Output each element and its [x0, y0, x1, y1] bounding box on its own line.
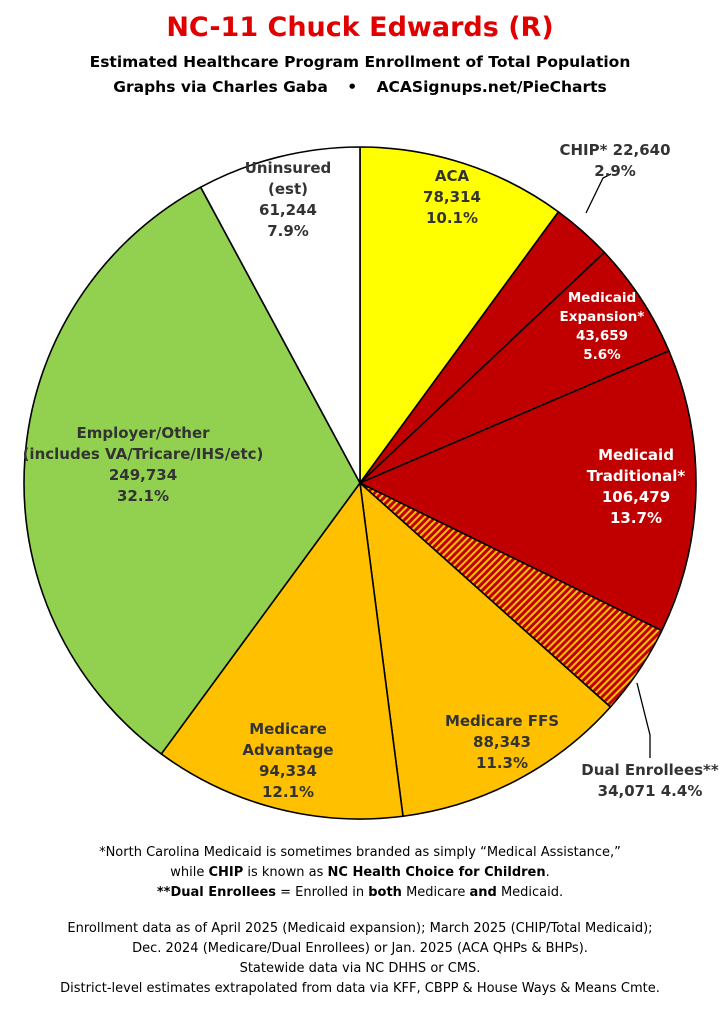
slice-employer-other-percent: 32.1%: [117, 487, 169, 505]
slice-uninsured-percent: 7.9%: [267, 222, 309, 240]
slice-medicaid-expansion-label-line-0: Medicaid: [568, 290, 636, 306]
source-line-3: District-level estimates extrapolated fr…: [60, 981, 660, 996]
footnotes: *North Carolina Medicaid is sometimes br…: [99, 845, 621, 900]
footnote-2-segment-3: Medicare: [402, 885, 470, 900]
slice-label-chip: CHIP* 22,640 2.9%: [559, 141, 670, 180]
pie-slice-aca: [359, 146, 560, 484]
credit-left: Graphs via Charles Gaba: [113, 78, 328, 96]
source-line-0: Enrollment data as of April 2025 (Medica…: [67, 921, 652, 936]
slice-medicare-advantage-value: 94,334: [259, 762, 317, 780]
slice-medicaid-expansion-label-line-1: Expansion*: [560, 309, 645, 325]
source-line-2: Statewide data via NC DHHS or CMS.: [240, 961, 481, 976]
slice-aca-percent: 10.1%: [426, 209, 478, 227]
leader-line-chip: [585, 173, 612, 214]
pie-slice-uninsured: [199, 146, 361, 484]
slice-medicaid-expansion-percent: 5.6%: [583, 347, 621, 363]
footnote-line-0: *North Carolina Medicaid is sometimes br…: [99, 845, 621, 860]
slice-label-medicaid-traditional: Medicaid Traditional* 106,479 13.7%: [587, 446, 686, 527]
footnote-1-segment-4: .: [546, 865, 550, 880]
leader-line-dual-enrollees: [636, 682, 651, 758]
footnote-line-1: while CHIP is known as NC Health Choice …: [170, 865, 550, 880]
footnote-1-segment-0: while: [170, 865, 208, 880]
slice-medicaid-traditional-percent: 13.7%: [610, 509, 662, 527]
pie-slices: [23, 146, 697, 820]
pie-slice-employer-other: [23, 186, 361, 755]
pie-slice-medicaid-traditional: [359, 350, 697, 632]
slice-aca-label-line-0: ACA: [435, 167, 470, 185]
slice-label-dual-enrollees: Dual Enrollees** 34,071 4.4%: [581, 761, 719, 800]
slice-label-medicare-ffs: Medicare FFS 88,343 11.3%: [445, 712, 559, 772]
slice-medicare-advantage-label-line-0: Medicare: [249, 720, 327, 738]
footnote-2-segment-5: Medicaid.: [497, 885, 563, 900]
credit-right: ACASignups.net/PieCharts: [377, 78, 607, 96]
pie-slice-medicare-ffs: [359, 482, 612, 818]
slice-employer-other-label-line-0: Employer/Other: [76, 424, 210, 442]
footnote-2-segment-1: = Enrolled in: [276, 885, 368, 900]
slice-label-medicaid-expansion: Medicaid Expansion* 43,659 5.6%: [560, 290, 645, 363]
slice-medicare-ffs-value: 88,343: [473, 733, 531, 751]
footnote-line-2: **Dual Enrollees = Enrolled in both Medi…: [157, 885, 563, 900]
slice-medicare-advantage-label-line-1: Advantage: [242, 741, 333, 759]
slice-medicaid-traditional-label-line-0: Medicaid: [598, 446, 674, 464]
footnote-2-segment-0: **Dual Enrollees: [157, 885, 276, 900]
slice-aca-value: 78,314: [423, 188, 481, 206]
slice-medicaid-expansion-value: 43,659: [576, 328, 628, 344]
pie-slice-medicare-advantage: [160, 482, 404, 820]
slice-label-aca: ACA 78,314 10.1%: [423, 167, 481, 227]
slice-uninsured-value: 61,244: [259, 201, 317, 219]
footnote-1-segment-1: CHIP: [208, 865, 243, 880]
slice-dual-enrollees-label-line-0: Dual Enrollees**: [581, 761, 719, 779]
pie-labels: ACA 78,314 10.1% CHIP* 22,640 2.9% Medicaid Ex…: [23, 141, 719, 801]
slice-uninsured-label-line-0: Uninsured: [245, 159, 332, 177]
slice-medicaid-traditional-value: 106,479: [602, 488, 670, 506]
footnote-2-segment-4: and: [469, 885, 496, 900]
slice-label-uninsured: Uninsured (est) 61,244 7.9%: [245, 159, 332, 240]
footnote-0-segment-0: *North Carolina Medicaid is sometimes br…: [99, 845, 621, 860]
slice-employer-other-value: 249,734: [109, 466, 177, 484]
source-line-1: Dec. 2024 (Medicare/Dual Enrollees) or J…: [132, 941, 588, 956]
slice-medicare-advantage-percent: 12.1%: [262, 783, 314, 801]
chart-credit: Graphs via Charles Gaba • ACASignups.net…: [113, 78, 606, 96]
source-notes: Enrollment data as of April 2025 (Medica…: [60, 921, 660, 996]
slice-employer-other-label-line-1: (includes VA/Tricare/IHS/etc): [23, 445, 264, 463]
slice-label-employer-other: Employer/Other (includes VA/Tricare/IHS/e…: [23, 424, 264, 505]
slice-chip-percent: 2.9%: [594, 162, 636, 180]
slice-dual-enrollees-value: 34,071 4.4%: [598, 782, 703, 800]
slice-medicaid-traditional-label-line-1: Traditional*: [587, 467, 686, 485]
slice-chip-label-line-0: CHIP* 22,640: [559, 141, 670, 159]
slice-label-medicare-advantage: Medicare Advantage 94,334 12.1%: [242, 720, 333, 801]
chart-subtitle: Estimated Healthcare Program Enrollment …: [90, 53, 631, 71]
chart-title: NC-11 Chuck Edwards (R): [166, 12, 553, 43]
footnote-1-segment-3: NC Health Choice for Children: [328, 865, 546, 880]
footnote-2-segment-2: both: [368, 885, 402, 900]
slice-uninsured-label-line-1: (est): [268, 180, 308, 198]
slice-medicare-ffs-label-line-0: Medicare FFS: [445, 712, 559, 730]
credit-bullet: •: [347, 78, 357, 96]
slice-medicare-ffs-percent: 11.3%: [476, 754, 528, 772]
footnote-1-segment-2: is known as: [243, 865, 327, 880]
